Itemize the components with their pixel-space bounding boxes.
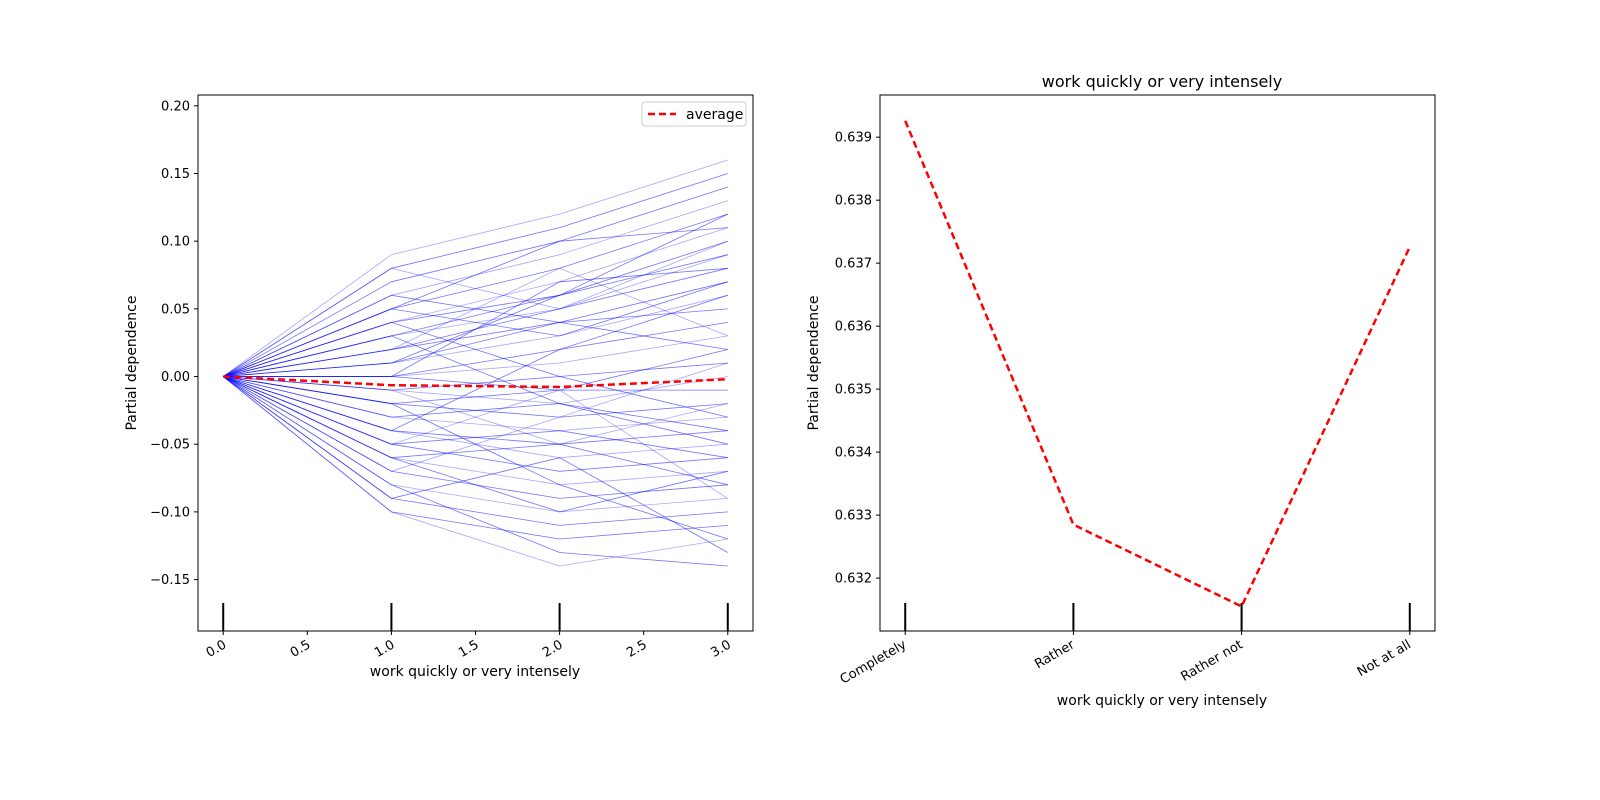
- y-tick-label: 0.20: [161, 99, 190, 114]
- ice-line: [222, 376, 728, 540]
- y-tick-label: −0.05: [150, 438, 190, 453]
- legend: average: [641, 101, 747, 127]
- ice-line: [223, 376, 728, 432]
- y-tick-label: 0.637: [835, 257, 872, 272]
- ice-line: [223, 321, 728, 418]
- left-y-axis: −0.15 −0.10 −0.05 0.00 0.05 0.10 0.15 0.20: [150, 99, 198, 588]
- ice-line: [223, 267, 728, 377]
- right-y-axis-label: Partial dependence: [806, 295, 822, 430]
- left-ice-lines: [222, 159, 729, 567]
- left-average-line: [223, 375, 728, 389]
- ice-line: [223, 376, 728, 540]
- ice-line: [223, 294, 728, 432]
- ice-line: [223, 376, 728, 513]
- ice-line: [222, 159, 728, 377]
- ice-line: [222, 173, 728, 377]
- right-rug-marks: [904, 603, 1411, 631]
- y-tick-label: 0.632: [835, 572, 872, 587]
- y-tick-label: 0.639: [835, 131, 872, 146]
- average-line: [223, 375, 728, 389]
- right-plot-area: [880, 95, 1435, 631]
- ice-line: [223, 376, 728, 445]
- ice-line: [222, 376, 728, 567]
- y-tick-label: 0.636: [835, 320, 872, 335]
- ice-line: [222, 376, 728, 553]
- ice-line: [223, 294, 728, 377]
- legend-box: [641, 101, 747, 127]
- left-rug-marks: [222, 603, 729, 631]
- ice-line: [223, 281, 728, 377]
- ice-line: [223, 186, 728, 377]
- right-x-axis-label: work quickly or very intensely: [1057, 693, 1267, 709]
- pd-line: [904, 120, 1411, 609]
- ice-line: [223, 335, 728, 445]
- ice-line: [223, 267, 728, 377]
- y-tick-label: −0.15: [150, 573, 190, 588]
- ice-line: [223, 376, 729, 499]
- y-tick-label: 0.634: [835, 446, 872, 461]
- left-chart: −0.15 −0.10 −0.05 0.00 0.05 0.10 0.15 0.20 0.0 0…: [124, 94, 754, 680]
- left-y-axis-label: Partial dependence: [124, 295, 140, 430]
- left-x-axis-label: work quickly or very intensely: [370, 664, 580, 680]
- ice-line: [222, 254, 728, 377]
- ice-line: [222, 376, 728, 567]
- right-y-axis: 0.632 0.633 0.634 0.635 0.636 0.637 0.638 0.639: [835, 131, 880, 587]
- y-tick-label: −0.10: [150, 505, 190, 520]
- right-chart-title: work quickly or very intensely: [1042, 72, 1282, 91]
- right-pd-line: [904, 120, 1411, 609]
- ice-line: [223, 281, 728, 377]
- y-tick-label: 0.638: [835, 194, 872, 209]
- y-tick-label: 0.15: [161, 167, 190, 182]
- ice-line: [223, 362, 728, 391]
- y-tick-label: 0.633: [835, 509, 872, 524]
- y-tick-label: 0.05: [161, 302, 190, 317]
- legend-average-label: average: [686, 107, 743, 123]
- right-chart: work quickly or very intensely 0.6320.63…: [806, 72, 1436, 709]
- right-axes-frame: [879, 94, 1436, 632]
- y-tick-label: 0.00: [161, 370, 190, 385]
- y-tick-label: 0.10: [161, 235, 190, 250]
- y-tick-label: 0.635: [835, 383, 872, 398]
